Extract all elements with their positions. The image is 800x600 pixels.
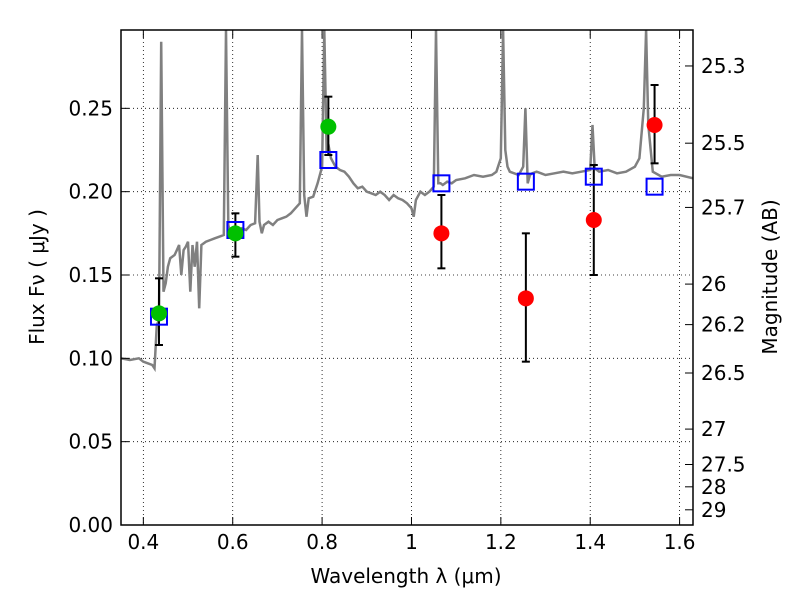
y2-tick-label: 26.2 (701, 313, 746, 337)
model-square-point (584, 167, 603, 186)
y2-tick-label: 28 (701, 475, 726, 499)
x-tick-label: 0.8 (306, 530, 338, 554)
x-tick-label: 0.6 (217, 530, 249, 554)
x-tick-label: 1 (405, 530, 418, 554)
y2-tick-label: 25.5 (701, 131, 746, 155)
y-tick-label: 0.05 (68, 430, 113, 454)
template-spectrum-line (121, 30, 693, 373)
x-tick-label: 1.2 (485, 530, 517, 554)
green-data-point (150, 305, 167, 322)
markers (149, 117, 664, 326)
model-square-point (516, 172, 535, 191)
y-axis-label: Flux Fν ( μJy ) (25, 209, 49, 345)
y-axis: 0.00 0.05 0.10 0.15 0.20 0.25 (68, 96, 129, 537)
model-square-point (432, 174, 451, 193)
model-square-point (319, 151, 338, 169)
x-axis: 0.4 0.6 0.8 1 1.2 1.4 1.6 (127, 30, 696, 554)
red-data-point (585, 212, 602, 228)
x-tick-label: 1.4 (574, 530, 606, 554)
y-tick-label: 0.00 (68, 513, 113, 537)
red-data-point (646, 117, 663, 133)
y2-tick-label: 25.3 (701, 54, 746, 78)
y2-axis-label: Magnitude (AB) (758, 199, 782, 354)
plot-area (121, 30, 693, 373)
plot-frame (120, 29, 694, 526)
y-tick-label: 0.20 (68, 180, 113, 204)
y2-tick-label: 27.5 (701, 452, 746, 476)
red-data-point (433, 225, 450, 242)
model-square-point (645, 177, 664, 196)
y2-tick-label: 27 (701, 417, 726, 441)
red-data-point (517, 290, 534, 307)
y2-tick-label: 25.7 (701, 195, 746, 219)
y-tick-label: 0.15 (68, 263, 113, 287)
y2-tick-label: 26 (701, 272, 726, 296)
y2-tick-label: 29 (701, 498, 726, 522)
green-data-point (227, 225, 244, 242)
y-tick-label: 0.25 (68, 96, 113, 120)
y-tick-label: 0.10 (68, 346, 113, 370)
errorbars (154, 84, 659, 363)
y2-tick-label: 26.5 (701, 361, 746, 385)
x-axis-label: Wavelength λ (μm) (310, 564, 501, 588)
x-tick-label: 1.6 (664, 530, 696, 554)
x-tick-label: 0.4 (127, 530, 159, 554)
green-data-point (320, 118, 337, 135)
